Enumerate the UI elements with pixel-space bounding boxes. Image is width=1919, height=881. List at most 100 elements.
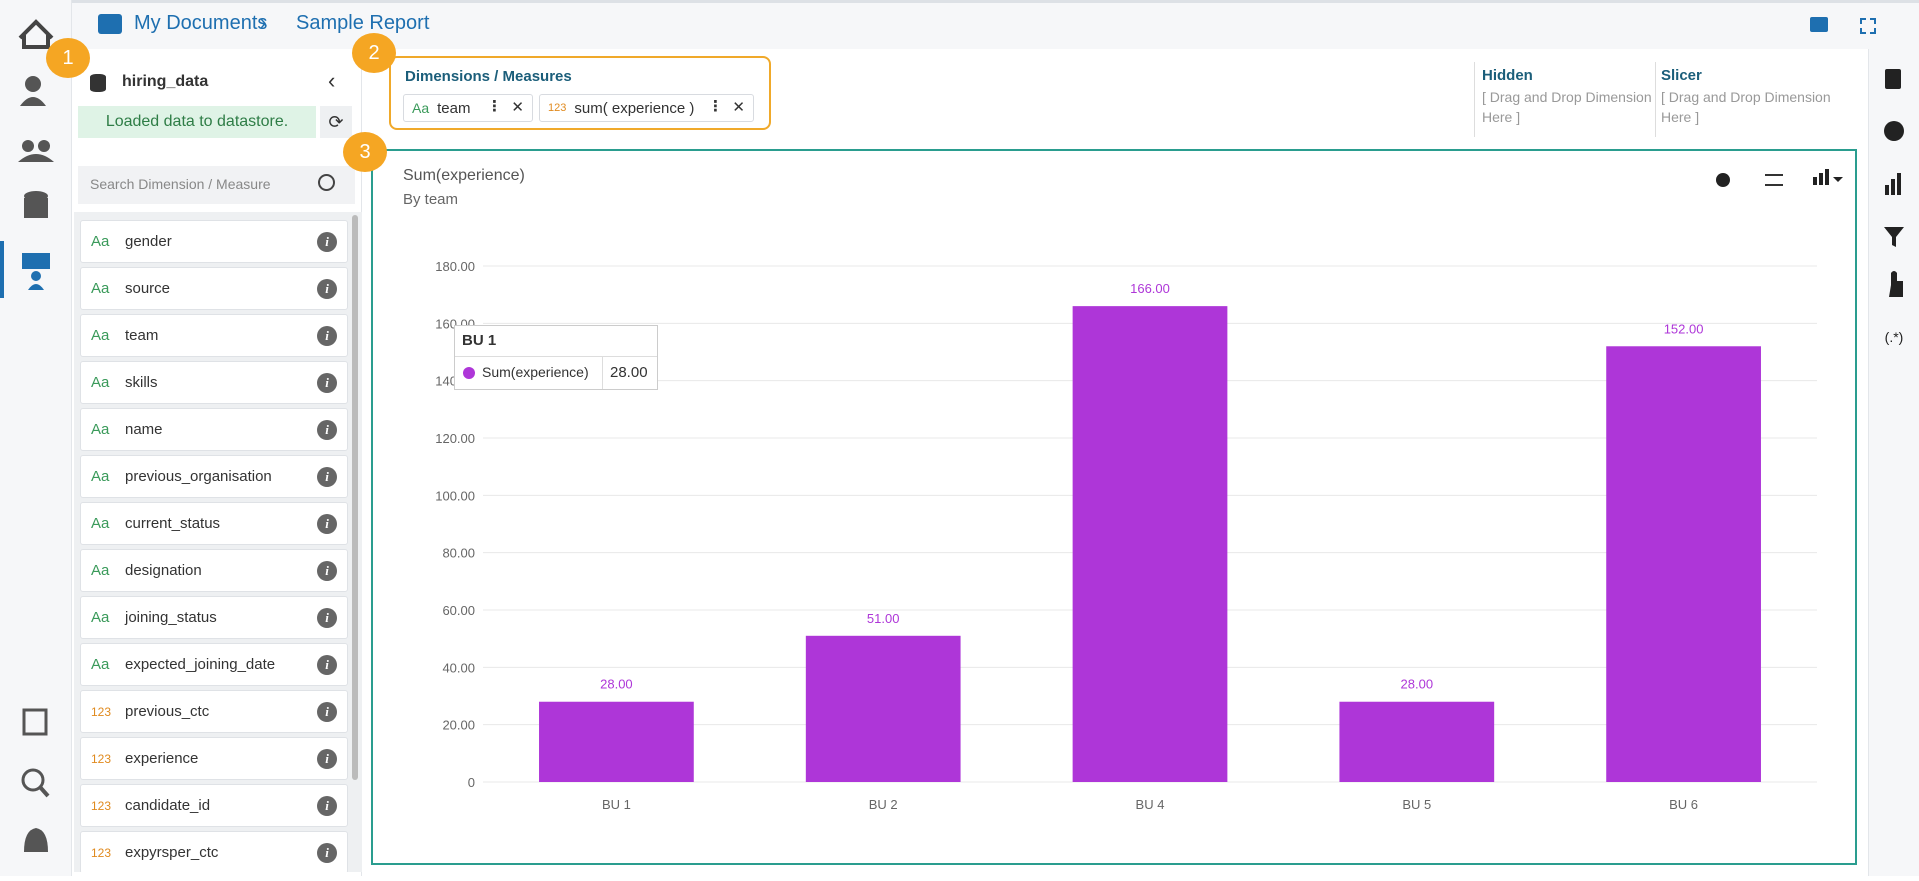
info-icon[interactable]: i [317, 749, 337, 769]
pill-menu[interactable]: ⋮ [708, 98, 723, 115]
field-kind: 123 [91, 704, 112, 719]
info-icon[interactable]: i [317, 467, 337, 487]
info-icon[interactable]: i [317, 655, 337, 675]
designer-icon[interactable] [22, 253, 50, 269]
datasource-name: hiring_data [122, 73, 209, 90]
shelf-pill[interactable]: Aa team ⋮ ✕ [403, 94, 533, 122]
right-icons: (.*) [1884, 69, 1904, 345]
y-tick-label: 60.00 [442, 603, 475, 618]
breadcrumb-separator: › [260, 12, 267, 34]
field-name: designation [125, 562, 202, 579]
field-kind: Aa [91, 327, 110, 344]
field-item[interactable]: Aa team i [80, 314, 348, 357]
bar [1072, 306, 1228, 782]
tooltip-value: 28.00 [610, 364, 648, 381]
field-kind: 123 [91, 751, 112, 766]
slicer-hint: [ Drag and Drop Dimension Here ] [1661, 89, 1831, 125]
chart: Sum(experience) By team 0 20.00 40.00 60.00… [403, 167, 1843, 812]
callout: 3 [343, 132, 387, 172]
search-icon [318, 174, 335, 191]
regex-icon[interactable]: (.*) [1885, 329, 1904, 345]
field-item[interactable]: Aa name i [80, 408, 348, 451]
field-kind: Aa [91, 656, 110, 673]
field-item[interactable]: Aa expected_joining_date i [80, 643, 348, 686]
info-icon[interactable]: i [317, 326, 337, 346]
field-name: current_status [125, 515, 221, 532]
home-icon[interactable] [18, 19, 54, 49]
y-tick-label: 120.00 [435, 431, 475, 446]
shelf-pill[interactable]: 123 sum( experience ) ⋮ ✕ [539, 94, 754, 122]
info-icon[interactable]: i [317, 608, 337, 628]
search-input[interactable]: Search Dimension / Measure [78, 166, 355, 204]
pill-remove[interactable]: ✕ [732, 99, 745, 116]
info-icon[interactable]: i [317, 702, 337, 722]
scrollbar[interactable] [352, 215, 358, 780]
pointer-icon[interactable] [1889, 271, 1903, 297]
field-item[interactable]: Aa current_status i [80, 502, 348, 545]
field-item[interactable]: Aa joining_status i [80, 596, 348, 639]
data-label: 166.00 [1130, 281, 1170, 296]
info-icon[interactable]: i [317, 796, 337, 816]
fullscreen-icon[interactable] [1860, 18, 1876, 34]
top-bar [0, 0, 1919, 49]
info-icon[interactable]: i [317, 514, 337, 534]
field-name: name [125, 421, 163, 438]
field-kind: Aa [91, 374, 110, 391]
collapse-button[interactable]: ‹ [328, 68, 336, 93]
field-name: previous_ctc [125, 703, 210, 720]
field-kind: Aa [91, 515, 110, 532]
field-name: previous_organisation [125, 468, 272, 485]
info-icon[interactable]: i [317, 232, 337, 252]
chart-subtitle: By team [403, 191, 458, 208]
info-icon[interactable]: i [317, 561, 337, 581]
callout: 2 [352, 33, 396, 73]
field-item[interactable]: Aa previous_organisation i [80, 455, 348, 498]
chart-icon[interactable] [1885, 185, 1889, 195]
x-tick-label: BU 1 [602, 797, 631, 812]
report-icon[interactable] [22, 708, 48, 736]
pill-menu[interactable]: ⋮ [487, 98, 502, 115]
field-item[interactable]: Aa gender i [80, 220, 348, 263]
bell-icon[interactable] [24, 828, 48, 852]
field-name: source [125, 280, 171, 297]
refresh-button[interactable]: ⟳ [320, 106, 352, 138]
users-icon[interactable] [22, 140, 34, 152]
chart-type-icon[interactable] [1813, 177, 1817, 185]
field-item[interactable]: Aa source i [80, 267, 348, 310]
field-item[interactable]: 123 candidate_id i [80, 784, 348, 827]
filter-icon[interactable] [1884, 227, 1904, 247]
pill-remove[interactable]: ✕ [511, 99, 524, 116]
breadcrumb-root[interactable]: My Documents [134, 12, 268, 34]
field-name: team [125, 327, 159, 344]
x-tick-label: BU 2 [869, 797, 898, 812]
field-item[interactable]: 123 experience i [80, 737, 348, 780]
tooltip-title: BU 1 [462, 332, 497, 349]
info-icon[interactable]: i [317, 420, 337, 440]
back-icon[interactable] [1884, 121, 1904, 141]
data-label: 51.00 [867, 611, 900, 626]
field-kind: 123 [91, 798, 112, 813]
info-icon[interactable]: i [317, 279, 337, 299]
comment-icon[interactable] [1810, 17, 1828, 32]
x-tick-label: BU 5 [1402, 797, 1431, 812]
search-icon[interactable] [21, 768, 45, 792]
info-icon[interactable]: i [317, 373, 337, 393]
field-item[interactable]: 123 previous_ctc i [80, 690, 348, 733]
x-tick-label: BU 6 [1669, 797, 1698, 812]
y-tick-label: 20.00 [442, 718, 475, 733]
field-kind: Aa [91, 562, 110, 579]
user-settings-icon[interactable] [25, 76, 41, 92]
field-item[interactable]: 123 expyrsper_ctc i [80, 831, 348, 872]
tooltip-swatch [463, 367, 475, 379]
save-icon[interactable] [1885, 69, 1901, 89]
field-name: experience [125, 750, 199, 767]
settings-icon[interactable] [1716, 173, 1730, 187]
info-icon[interactable]: i [317, 843, 337, 863]
field-item[interactable]: Aa designation i [80, 549, 348, 592]
pill-name: team [437, 99, 471, 117]
hidden-hint: [ Drag and Drop Dimension Here ] [1482, 89, 1652, 125]
slicer-title: Slicer [1661, 67, 1702, 84]
breadcrumb-current[interactable]: Sample Report [296, 12, 430, 34]
field-item[interactable]: Aa skills i [80, 361, 348, 404]
folder-icon[interactable] [98, 14, 122, 34]
